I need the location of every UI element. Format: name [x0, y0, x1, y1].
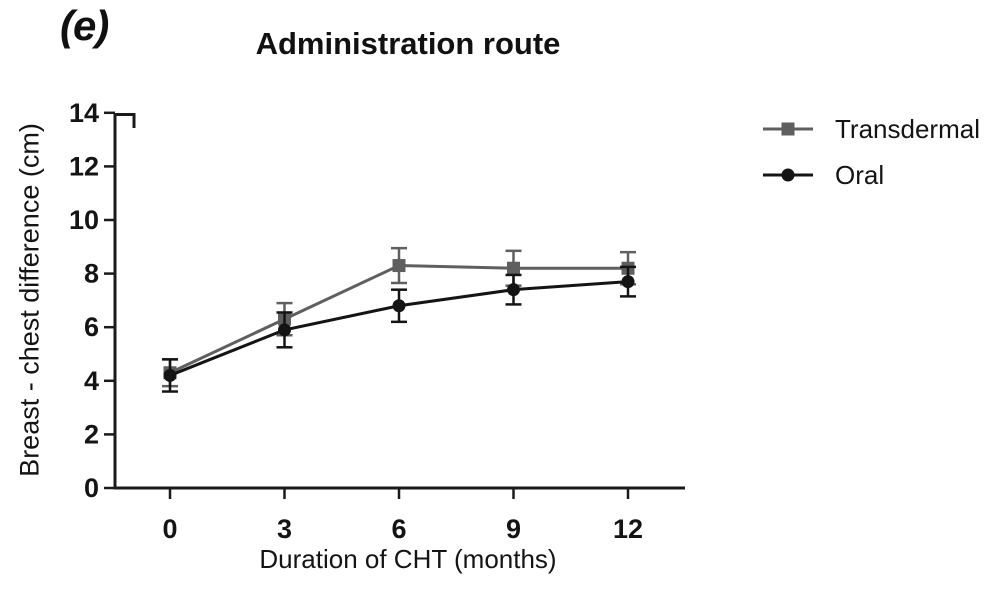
x-tick-label: 0	[162, 514, 177, 544]
circle-marker-icon	[507, 283, 520, 297]
y-tick-label: 2	[84, 419, 99, 449]
square-marker-icon	[763, 122, 813, 136]
circle-marker-icon	[278, 323, 291, 337]
y-tick-label: 10	[69, 205, 99, 235]
x-tick-label: 9	[506, 514, 521, 544]
x-tick-label: 3	[277, 514, 292, 544]
x-tick-label: 6	[391, 514, 406, 544]
legend-item-oral: Oral	[763, 152, 980, 198]
y-axis-label: Breast - chest difference (cm)	[14, 123, 45, 477]
legend: Transdermal Oral	[763, 106, 980, 198]
legend-item-transdermal: Transdermal	[763, 106, 980, 152]
y-tick-label: 8	[84, 259, 99, 289]
y-axis-top-hook	[115, 113, 136, 128]
x-axis-label: Duration of CHT (months)	[259, 544, 557, 574]
circle-marker-icon	[163, 368, 177, 382]
square-marker-icon	[392, 259, 406, 273]
square-marker-icon	[507, 261, 520, 275]
y-tick-label: 14	[69, 98, 99, 128]
circle-marker-icon	[392, 299, 406, 313]
circle-marker-icon	[781, 168, 795, 182]
y-tick-label: 4	[84, 366, 99, 396]
y-tick-label: 12	[69, 151, 99, 181]
y-tick-label: 0	[84, 473, 99, 503]
circle-marker-icon	[621, 275, 635, 289]
y-tick-label: 6	[84, 312, 99, 342]
legend-label: Oral	[835, 159, 885, 190]
circle-marker-icon	[763, 168, 813, 182]
square-marker-icon	[781, 122, 795, 136]
series-oral	[162, 265, 636, 393]
chart-title: Administration route	[255, 26, 561, 61]
legend-label: Transdermal	[835, 113, 980, 144]
panel-label: (e)	[60, 2, 109, 49]
x-tick-label: 12	[613, 514, 643, 544]
